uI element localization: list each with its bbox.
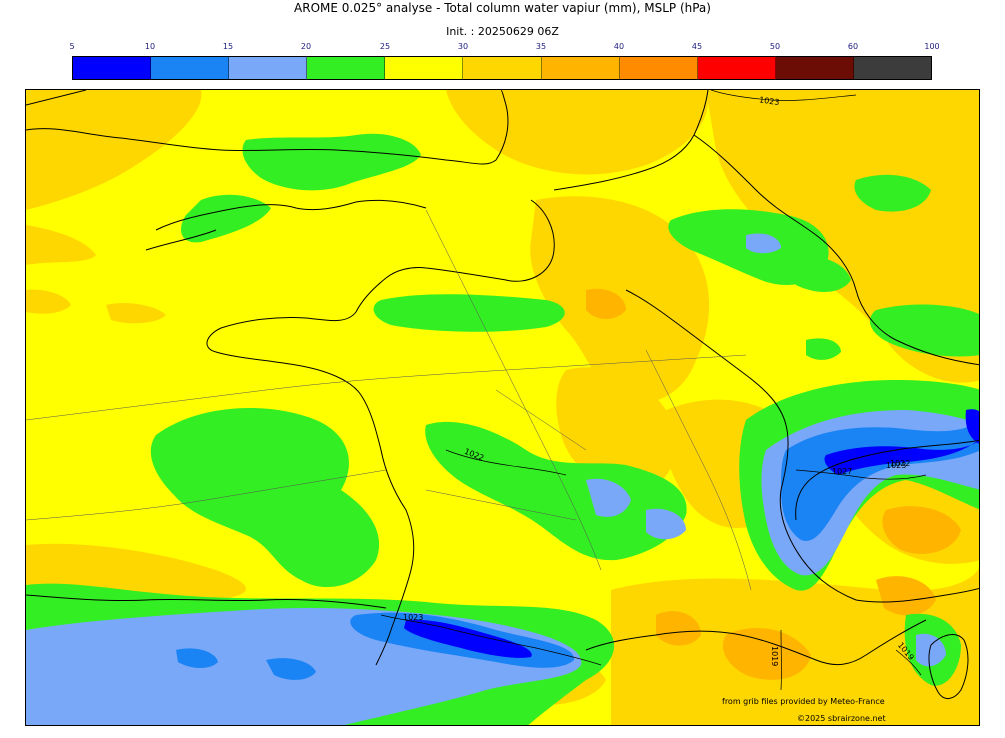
isobars — [380, 90, 927, 691]
copyright-credit: ©2025 sbrairzone.net — [797, 714, 886, 723]
colorbar — [72, 56, 932, 80]
colorbar-segment — [775, 57, 854, 79]
colorbar-tick: 35 — [535, 42, 547, 51]
init-time: Init. : 20250629 06Z — [446, 25, 559, 38]
chart-title: AROME 0.025° analyse - Total column wate… — [294, 1, 711, 15]
colorbar-tick: 40 — [613, 42, 625, 51]
isobar-label: 1022 — [890, 459, 910, 468]
colorbar-segment — [229, 57, 308, 79]
colorbar-segment — [541, 57, 620, 79]
field-35-40 — [586, 288, 961, 680]
colorbar-tick: 30 — [457, 42, 469, 51]
colorbar-tick: 20 — [300, 42, 312, 51]
colorbar-segment — [151, 57, 230, 79]
colorbar-segment — [385, 57, 464, 79]
colorbar-segment — [853, 57, 932, 79]
colorbar-tick: 10 — [144, 42, 156, 51]
colorbar-tick: 25 — [379, 42, 391, 51]
isobar-label: 1027 — [832, 467, 852, 476]
colorbar-tick: 45 — [691, 42, 703, 51]
isobar-label: 1023 — [886, 461, 906, 470]
colorbar-tick: 50 — [769, 42, 781, 51]
source-credit: from grib files provided by Meteo-France — [722, 697, 885, 706]
colorbar-tick: 100 — [924, 42, 940, 51]
coastlines — [26, 90, 979, 699]
colorbar-segment — [619, 57, 698, 79]
colorbar-segment — [463, 57, 542, 79]
weather-map: 1023 1022 1023 1023 1027 1022 1019 1019 — [25, 89, 980, 726]
admin-borders — [26, 209, 752, 591]
colorbar-segment — [73, 57, 152, 79]
colorbar-segment — [307, 57, 386, 79]
isobar-label: 1023 — [759, 95, 780, 107]
colorbar-tick: 15 — [222, 42, 234, 51]
colorbar-tick: 60 — [847, 42, 859, 51]
field-5-10 — [404, 409, 979, 658]
isobar-label: 1023 — [403, 613, 423, 622]
colorbar-tick: 5 — [69, 42, 75, 51]
colorbar-segment — [697, 57, 776, 79]
isobar-label: 1019 — [770, 646, 779, 666]
